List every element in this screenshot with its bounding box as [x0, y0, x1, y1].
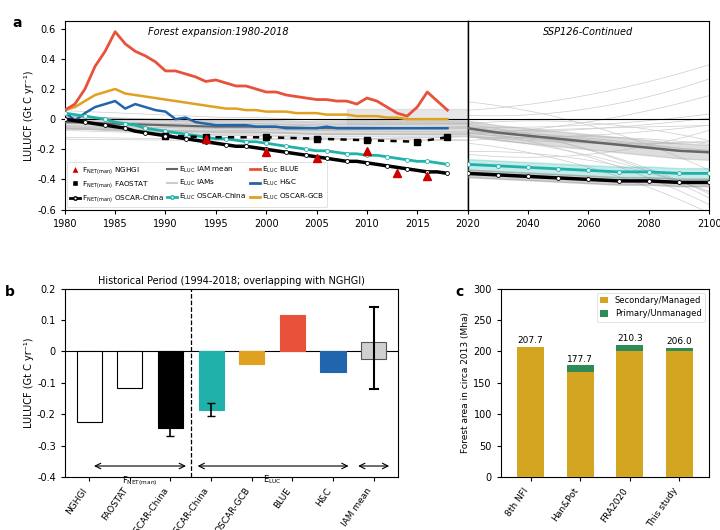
Text: Forest expansion:1980-2018: Forest expansion:1980-2018 — [148, 27, 288, 37]
Bar — [616, 345, 644, 351]
Title: Historical Period (1994-2018; overlapping with NGHGI): Historical Period (1994-2018; overlappin… — [98, 277, 365, 287]
Text: a: a — [12, 15, 22, 30]
Bar — [320, 351, 346, 372]
Legend: F$_{\rm NET(man)}$ NGHGI, F$_{\rm NET(man)}$ FAOSTAT, F$_{\rm NET(man)}$ OSCAR-C: F$_{\rm NET(man)}$ NGHGI, F$_{\rm NET(ma… — [67, 162, 327, 207]
Text: b: b — [5, 285, 14, 299]
Bar — [280, 315, 305, 351]
Bar — [76, 351, 102, 422]
Text: 207.7: 207.7 — [518, 335, 544, 344]
Text: 177.7: 177.7 — [567, 355, 593, 364]
Y-axis label: LULUCF (Gt C yr⁻¹): LULUCF (Gt C yr⁻¹) — [24, 338, 34, 428]
Y-axis label: Forest area in circa 2013 (Mha): Forest area in circa 2013 (Mha) — [462, 312, 470, 453]
Text: 206.0: 206.0 — [667, 337, 693, 346]
Text: SSP126-Continued: SSP126-Continued — [544, 27, 634, 37]
Bar — [517, 347, 544, 477]
Text: c: c — [455, 285, 464, 299]
Bar — [117, 351, 143, 387]
Bar — [666, 348, 693, 351]
Bar — [666, 351, 693, 477]
Bar — [199, 351, 224, 410]
Text: 210.3: 210.3 — [617, 334, 643, 343]
Text: E$_{\rm LUC}$: E$_{\rm LUC}$ — [263, 474, 282, 487]
Bar — [361, 342, 386, 359]
Bar — [158, 351, 183, 428]
Legend: Secondary/Managed, Primary/Unmanaged: Secondary/Managed, Primary/Unmanaged — [597, 293, 705, 322]
Bar — [239, 351, 264, 364]
Text: F$_{\rm NET(man)}$: F$_{\rm NET(man)}$ — [122, 474, 158, 488]
Bar — [616, 351, 644, 477]
Y-axis label: LULUCF (Gt C yr⁻¹): LULUCF (Gt C yr⁻¹) — [24, 70, 34, 161]
Bar — [567, 372, 594, 477]
Bar — [567, 366, 594, 372]
